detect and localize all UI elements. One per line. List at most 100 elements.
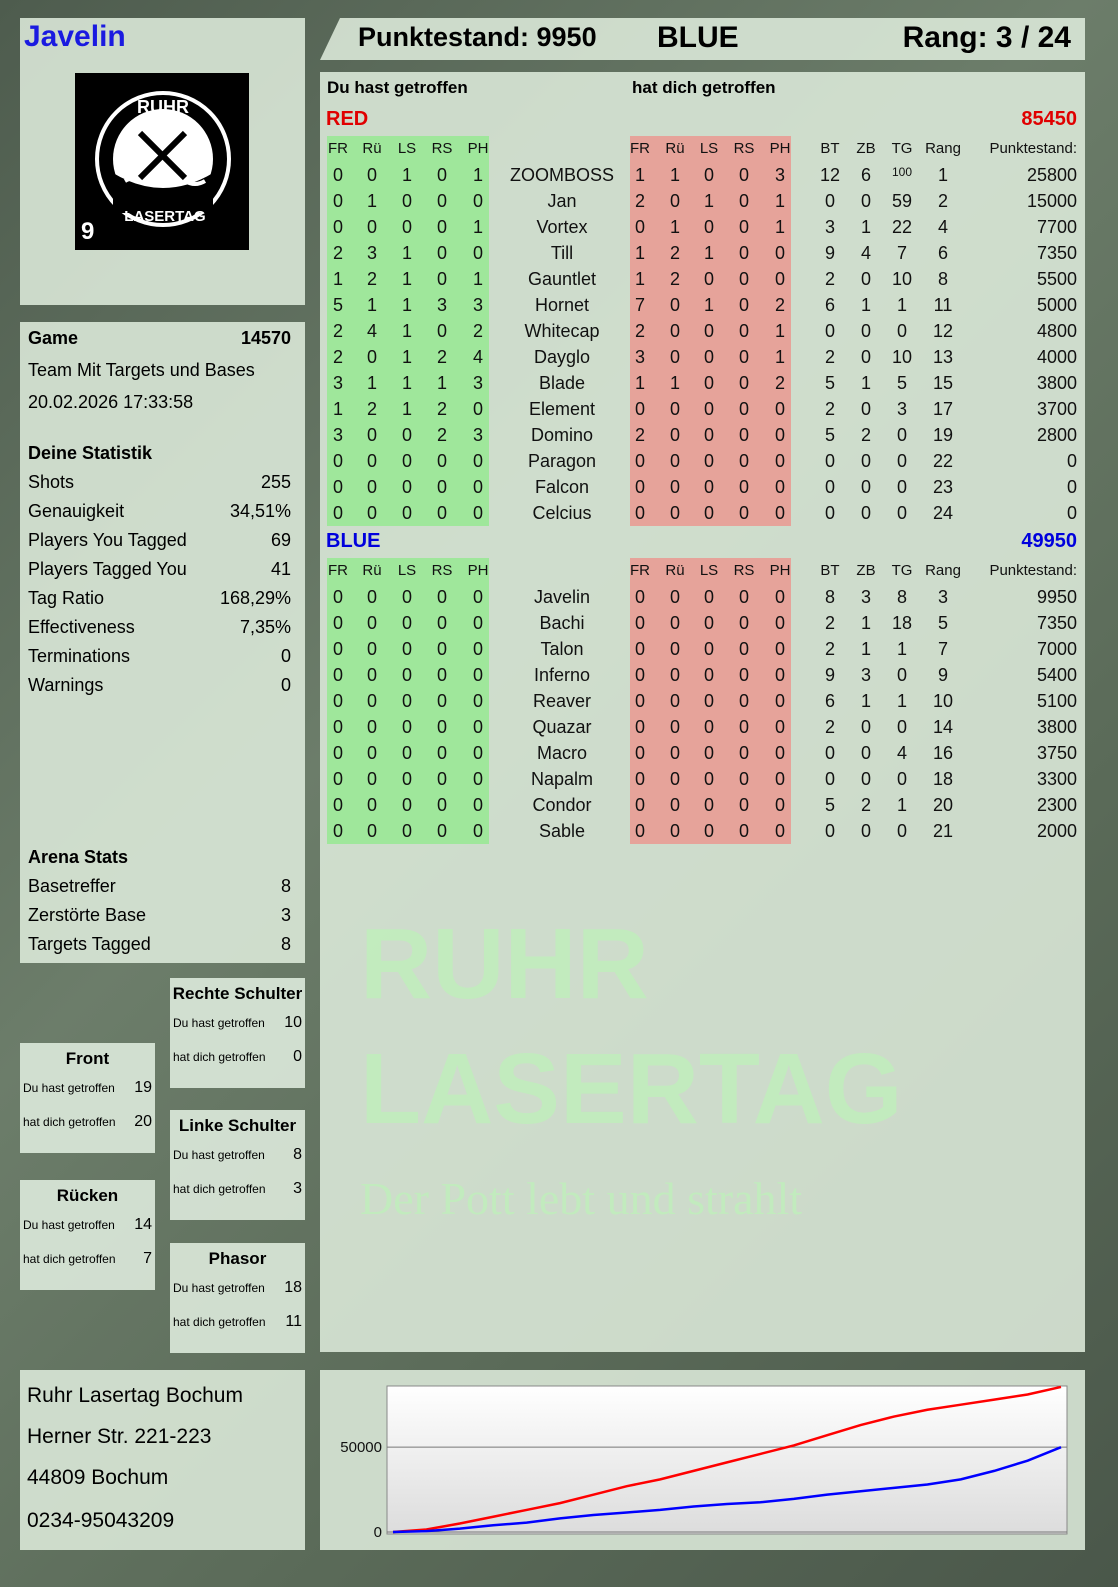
column-header: PH bbox=[769, 562, 791, 579]
player-stat: 0 bbox=[774, 795, 785, 815]
hit-zone-you-row: Du hast getroffen 18 bbox=[173, 1279, 302, 1297]
player-name: Macro bbox=[536, 743, 587, 763]
player-stat: 100 bbox=[891, 165, 913, 179]
player-stat: 0 bbox=[332, 769, 343, 789]
stat-row: Shots 255 bbox=[28, 472, 291, 493]
player-stat: 0 bbox=[634, 639, 645, 659]
player-row: 2 0 1 2 4 Dayglo 3 0 0 0 1 2 0 10 13 4000 bbox=[320, 344, 1085, 370]
hit-zone-you-row: Du hast getroffen 14 bbox=[23, 1216, 152, 1234]
game-date: 20.02.2026 17:33:58 bbox=[28, 392, 194, 412]
player-stat: 0 bbox=[824, 821, 835, 841]
column-header: RS bbox=[733, 140, 755, 157]
player-stat: 9950 bbox=[1036, 587, 1077, 607]
player-name: Quazar bbox=[532, 717, 592, 737]
player-stat: 0 bbox=[896, 665, 907, 685]
hit-you-label: hat dich getroffen bbox=[173, 1050, 266, 1064]
player-stat: 0 bbox=[774, 717, 785, 737]
you-hit-label: Du hast getroffen bbox=[173, 1148, 265, 1162]
player-stat: 0 bbox=[366, 613, 377, 633]
header-score: Punktestand: 9950 bbox=[358, 22, 597, 52]
player-stat: 9 bbox=[824, 243, 835, 263]
player-stat: 19 bbox=[932, 425, 954, 445]
player-stat: 0 bbox=[401, 691, 412, 711]
player-stat: 1 bbox=[703, 191, 714, 211]
you-hit-label: Du hast getroffen bbox=[327, 78, 468, 97]
player-stat: 0 bbox=[332, 795, 343, 815]
y-tick-label: 0 bbox=[374, 1524, 382, 1541]
player-stat: 18 bbox=[932, 769, 954, 789]
player-stat: 5500 bbox=[1036, 269, 1077, 289]
player-stat: 1 bbox=[366, 295, 377, 315]
player-name: Condor bbox=[532, 795, 592, 815]
team-score: 49950 bbox=[1021, 530, 1077, 552]
player-stat: 0 bbox=[669, 451, 680, 471]
player-stat: 0 bbox=[436, 269, 447, 289]
player-stat: 0 bbox=[472, 691, 483, 711]
hit-zone-title: Rechte Schulter bbox=[172, 984, 303, 1003]
player-stat: 0 bbox=[860, 821, 871, 841]
player-stat: 17 bbox=[932, 399, 954, 419]
player-stat: 5 bbox=[824, 425, 835, 445]
column-header: BT bbox=[820, 140, 840, 157]
player-stat: 2 bbox=[436, 347, 447, 367]
player-stat: 0 bbox=[703, 795, 714, 815]
player-name: Gauntlet bbox=[527, 269, 597, 289]
player-stat: 0 bbox=[860, 347, 871, 367]
player-stat: 0 bbox=[738, 821, 749, 841]
stat-value: 7,35% bbox=[239, 617, 291, 637]
player-stat: 1 bbox=[937, 165, 948, 185]
plot-area bbox=[386, 1385, 1068, 1535]
player-stat: 0 bbox=[774, 613, 785, 633]
hit-zone-box: Rücken Du hast getroffen 14 hat dich getrof… bbox=[20, 1180, 155, 1290]
stat-value: 168,29% bbox=[219, 588, 291, 608]
player-stat: 25800 bbox=[1026, 165, 1077, 185]
player-stat: 0 bbox=[703, 373, 714, 393]
player-stat: 0 bbox=[634, 821, 645, 841]
watermark-lasertag: LASERTAG bbox=[360, 1033, 903, 1145]
player-stat: 0 bbox=[824, 477, 835, 497]
player-stat: 0 bbox=[774, 665, 785, 685]
player-stat: 0 bbox=[332, 477, 343, 497]
player-stat: 0 bbox=[472, 613, 483, 633]
player-stat: 0 bbox=[436, 165, 447, 185]
player-stat: 2 bbox=[824, 613, 835, 633]
player-stat: 2 bbox=[824, 717, 835, 737]
player-stat: 0 bbox=[436, 321, 447, 341]
column-header: LS bbox=[397, 140, 417, 157]
player-stat: 0 bbox=[860, 191, 871, 211]
player-stat: 0 bbox=[738, 217, 749, 237]
stats-title: Deine Statistik bbox=[28, 443, 153, 463]
player-stat: 0 bbox=[860, 451, 871, 471]
arena-label: Basetreffer bbox=[28, 876, 116, 896]
player-stat: 3 bbox=[332, 425, 343, 445]
player-stat: 5 bbox=[896, 373, 907, 393]
hit-you-value: 11 bbox=[285, 1313, 302, 1330]
player-stat: 1 bbox=[774, 191, 785, 211]
hit-you-label: hat dich getroffen bbox=[23, 1252, 116, 1266]
player-stat: 0 bbox=[669, 717, 680, 737]
player-stat: 0 bbox=[774, 503, 785, 523]
player-stat: 5100 bbox=[1036, 691, 1077, 711]
player-stat: 0 bbox=[436, 639, 447, 659]
player-stat: 2 bbox=[634, 321, 645, 341]
player-stat: 0 bbox=[366, 347, 377, 367]
player-stat: 5 bbox=[824, 795, 835, 815]
player-stat: 0 bbox=[436, 717, 447, 737]
player-stat: 13 bbox=[932, 347, 954, 367]
player-stat: 0 bbox=[860, 769, 871, 789]
player-stat: 4 bbox=[860, 243, 871, 263]
player-stat: 0 bbox=[703, 165, 714, 185]
player-stat: 2 bbox=[634, 425, 645, 445]
player-row: 0 0 0 0 0 Macro 0 0 0 0 0 0 0 4 16 3750 bbox=[320, 740, 1085, 766]
player-stat: 0 bbox=[332, 743, 343, 763]
player-stat: 0 bbox=[332, 191, 343, 211]
player-stat: 0 bbox=[1066, 477, 1077, 497]
you-hit-column-bg bbox=[327, 558, 489, 844]
player-stat: 0 bbox=[1066, 503, 1077, 523]
player-stat: 24 bbox=[932, 503, 954, 523]
player-stat: 2300 bbox=[1036, 795, 1077, 815]
player-stat: 0 bbox=[703, 399, 714, 419]
player-stat: 0 bbox=[472, 795, 483, 815]
player-stat: 23 bbox=[932, 477, 954, 497]
stats-panel: Game 14570 Team Mit Targets und Bases 20.… bbox=[20, 322, 305, 963]
